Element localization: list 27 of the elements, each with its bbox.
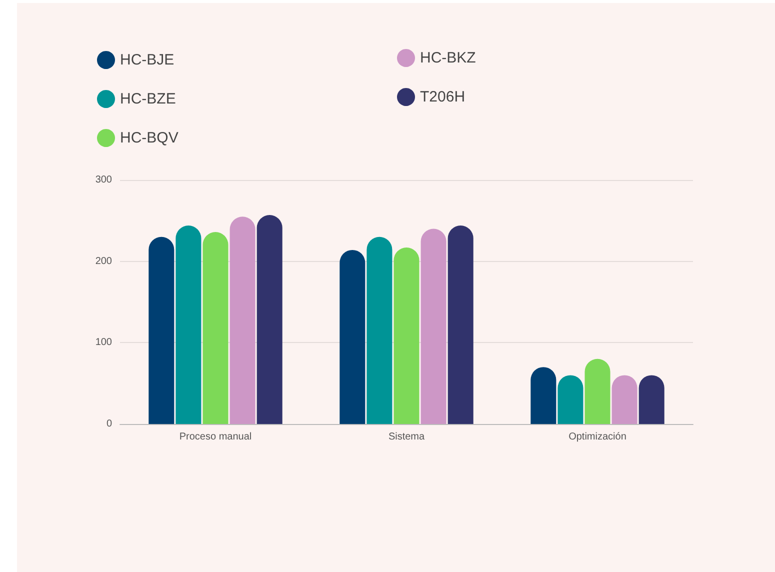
legend-label: HC-BJE (120, 52, 174, 68)
bar (176, 226, 202, 424)
bar (638, 375, 664, 424)
y-tick-label: 0 (106, 418, 112, 430)
y-tick-label: 100 (95, 337, 112, 348)
bar (448, 226, 474, 424)
legend-label: HC-BQV (120, 130, 178, 146)
x-tick-label: Sistema (388, 432, 425, 442)
bar (148, 236, 174, 424)
legend-label: HC-BKZ (420, 50, 476, 66)
bar (612, 375, 638, 424)
x-tick-label: Optimización (568, 432, 626, 442)
bar (230, 216, 256, 424)
bar (256, 214, 282, 424)
y-tick-label: 300 (95, 174, 112, 186)
bar (340, 250, 366, 424)
bar (584, 358, 610, 424)
x-tick-label: Proceso manual (179, 432, 252, 442)
legend-label: T206H (420, 88, 466, 106)
bar (366, 236, 392, 424)
legend-label: HC-BZE (120, 90, 176, 108)
bar (558, 375, 584, 424)
y-tick-label: 200 (95, 256, 112, 267)
bar (394, 248, 420, 424)
bar (420, 228, 446, 424)
bar (202, 232, 228, 424)
bar (530, 367, 556, 424)
